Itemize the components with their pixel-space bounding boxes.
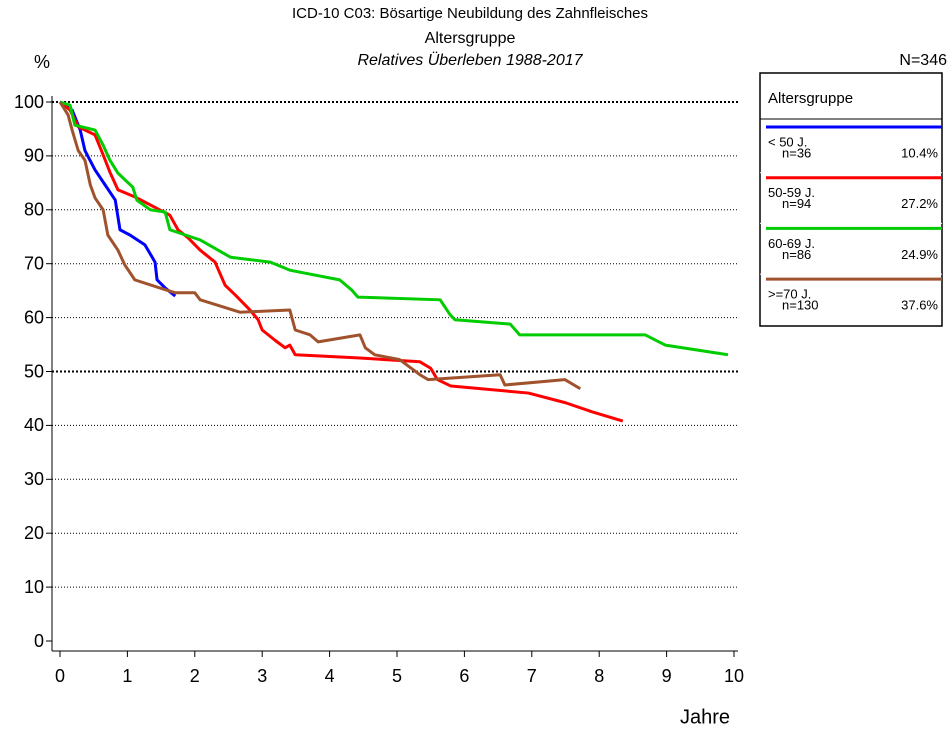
x-tick-label: 1 bbox=[122, 666, 132, 686]
x-tick-label: 2 bbox=[190, 666, 200, 686]
legend-count: n=130 bbox=[782, 298, 819, 313]
x-tick-label: 8 bbox=[594, 666, 604, 686]
y-tick-label: 10 bbox=[24, 577, 44, 597]
x-tick-label: 6 bbox=[459, 666, 469, 686]
y-tick-label: 90 bbox=[24, 146, 44, 166]
legend-count: n=36 bbox=[782, 145, 811, 160]
y-tick-label: 30 bbox=[24, 469, 44, 489]
chart-title: ICD-10 C03: Bösartige Neubildung des Zah… bbox=[292, 5, 648, 22]
legend-count: n=86 bbox=[782, 247, 811, 262]
x-tick-label: 7 bbox=[527, 666, 537, 686]
legend-count: n=94 bbox=[782, 196, 811, 211]
x-tick-label: 4 bbox=[325, 666, 335, 686]
x-tick-label: 3 bbox=[257, 666, 267, 686]
legend-share: 37.6% bbox=[901, 298, 938, 313]
y-tick-label: 70 bbox=[24, 253, 44, 273]
x-tick-label: 10 bbox=[724, 666, 744, 686]
legend-label: 50-59 J. bbox=[768, 185, 815, 200]
legend-share: 10.4% bbox=[901, 145, 938, 160]
legend-share: 27.2% bbox=[901, 196, 938, 211]
y-tick-label: 80 bbox=[24, 200, 44, 220]
chart-subtitle: Altersgruppe bbox=[425, 30, 516, 47]
y-tick-label: 20 bbox=[24, 523, 44, 543]
series-line bbox=[59, 100, 624, 423]
series-line bbox=[59, 100, 729, 357]
legend-box bbox=[759, 72, 943, 327]
legend-title: Altersgruppe bbox=[768, 90, 853, 107]
y-tick-label: 100 bbox=[14, 92, 44, 112]
legend-label: 60-69 J. bbox=[768, 236, 815, 251]
total-label: N=346 bbox=[899, 52, 947, 69]
y-tick-label: 60 bbox=[24, 307, 44, 327]
y-tick-label: 40 bbox=[24, 415, 44, 435]
x-tick-label: 5 bbox=[392, 666, 402, 686]
x-tick-label: 9 bbox=[662, 666, 672, 686]
x-tick-label: 0 bbox=[55, 666, 65, 686]
y-tick-label: 50 bbox=[24, 361, 44, 381]
y-axis-label: % bbox=[34, 52, 50, 72]
series-line bbox=[58, 101, 582, 391]
y-tick-label: 0 bbox=[34, 631, 44, 651]
legend-label: < 50 J. bbox=[768, 134, 807, 149]
chart-subtitle: Relatives Überleben 1988-2017 bbox=[357, 51, 583, 69]
x-axis-label: Jahre bbox=[680, 706, 730, 728]
legend-share: 24.9% bbox=[901, 247, 938, 262]
series-line bbox=[59, 100, 177, 298]
legend-label: >=70 J. bbox=[768, 287, 811, 302]
